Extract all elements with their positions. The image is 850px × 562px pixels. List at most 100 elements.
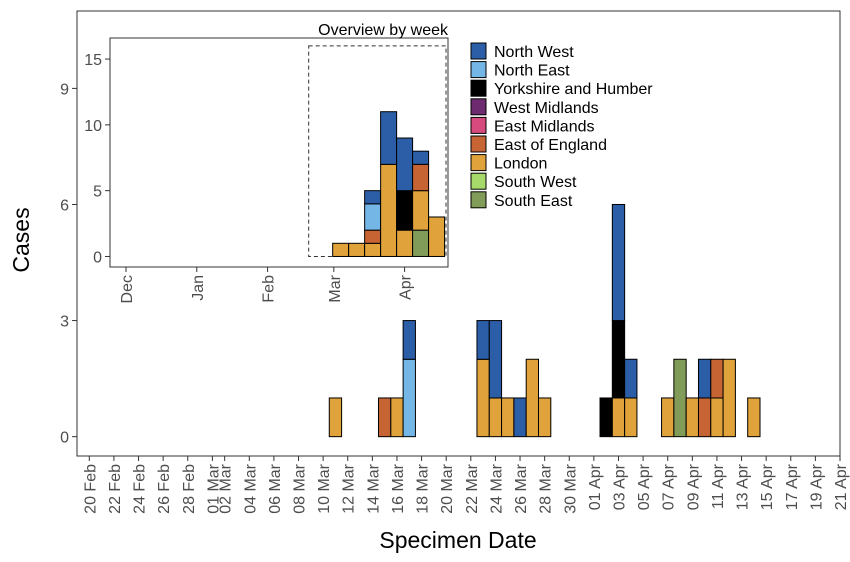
bar-2020-04-03-yorkshire-and-humber bbox=[611, 320, 626, 399]
x-tick-label-2020-02-20: 20 Feb bbox=[82, 464, 99, 514]
week-bar-2020-04-01-london bbox=[396, 229, 414, 257]
week-bar-2020-04-01-north-west bbox=[396, 137, 414, 192]
main-bars bbox=[328, 203, 761, 438]
week-bar-2020-03-18-london bbox=[364, 242, 382, 257]
bar-2020-04-11-east-of-england bbox=[710, 358, 724, 399]
bar-2020-03-26-north-west bbox=[513, 397, 527, 438]
bar-2020-04-14-london bbox=[747, 397, 761, 438]
bar-2020-04-09-london bbox=[685, 397, 699, 438]
x-tick-label-2020-04-05: 05 Apr bbox=[636, 463, 653, 510]
x-tick-label-2020-04-11: 11 Apr bbox=[710, 463, 727, 509]
week-bar-2020-04-01-yorkshire-and-humber bbox=[396, 190, 414, 231]
legend-swatch-yorkshire-and-humber bbox=[470, 79, 487, 97]
x-tick-label-2020-03-24: 24 Mar bbox=[488, 463, 505, 513]
x-tick-label-2020-04-19: 19 Apr bbox=[808, 463, 825, 510]
bar-2020-03-16-london bbox=[390, 397, 404, 438]
week-bar-2020-04-08-south-east bbox=[412, 229, 430, 257]
legend-label-north-east: North East bbox=[494, 63, 570, 80]
bar-2020-03-17-north-west bbox=[402, 320, 416, 360]
legend-swatch-east-of-england bbox=[470, 135, 487, 153]
week-bar-2020-03-11-london bbox=[348, 242, 366, 257]
x-tick-label-2020-03-04: 04 Mar bbox=[242, 463, 259, 513]
x-tick-label-2020-03-10: 10 Mar bbox=[316, 463, 333, 513]
bar-2020-04-04-london bbox=[624, 397, 638, 438]
week-bar-2020-03-18-north-west bbox=[364, 190, 382, 205]
legend-label-west-midlands: West Midlands bbox=[494, 100, 599, 117]
inset-y-tick-label-15: 15 bbox=[84, 52, 102, 69]
week-bar-2020-03-25-london bbox=[380, 163, 398, 257]
x-tick-label-2020-03-30: 30 Mar bbox=[562, 463, 579, 513]
legend-label-east-of-england: East of England bbox=[494, 137, 607, 154]
legend-label-north-west: North West bbox=[494, 44, 574, 61]
inset-y-tick-label-10: 10 bbox=[84, 118, 102, 135]
x-tick-label-2020-03-18: 18 Mar bbox=[415, 463, 432, 513]
x-tick-label-2020-03-06: 06 Mar bbox=[267, 463, 284, 513]
x-tick-label-2020-02-28: 28 Feb bbox=[181, 464, 198, 514]
x-tick-label-2020-04-09: 09 Apr bbox=[685, 463, 702, 510]
x-tick-label-2020-03-28: 28 Mar bbox=[538, 463, 555, 513]
bar-2020-04-07-london bbox=[661, 397, 675, 438]
inset-y-tick-label-5: 5 bbox=[93, 184, 102, 201]
y-tick-label-0: 0 bbox=[60, 430, 69, 447]
week-bar-2020-04-08-london bbox=[412, 190, 430, 231]
inset-x-tick-label-2020-03-01: Mar bbox=[327, 274, 344, 302]
main-y-axis: 0 3 6 9 bbox=[60, 81, 77, 447]
bar-2020-03-11-london bbox=[328, 397, 343, 438]
bar-2020-04-04-north-west bbox=[624, 358, 638, 399]
inset-weekly-overview: Overview by week 0 5 10 15 Dec Jan Feb Mar Apr bbox=[84, 22, 449, 303]
bar-2020-03-28-london bbox=[537, 397, 552, 438]
inset-x-tick-label-2019-12-01: Dec bbox=[119, 275, 136, 303]
x-tick-label-2020-03-26: 26 Mar bbox=[513, 463, 530, 513]
inset-y-tick-label-0: 0 bbox=[93, 249, 102, 266]
legend-swatch-south-east bbox=[470, 191, 487, 209]
inset-y-axis: 0 5 10 15 bbox=[84, 52, 110, 266]
x-tick-label-2020-04-07: 07 Apr bbox=[661, 463, 678, 510]
x-tick-label-2020-03-14: 14 Mar bbox=[365, 463, 382, 513]
y-axis-title: Cases bbox=[8, 207, 34, 272]
inset-bars bbox=[332, 111, 446, 257]
x-tick-label-2020-03-22: 22 Mar bbox=[464, 463, 481, 513]
legend-label-east-midlands: East Midlands bbox=[494, 118, 595, 135]
legend-label-london: London bbox=[494, 156, 547, 173]
y-tick-label-9: 9 bbox=[60, 81, 69, 98]
x-tick-label-2020-04-15: 15 Apr bbox=[759, 463, 776, 510]
y-tick-label-6: 6 bbox=[60, 197, 69, 214]
x-tick-label-2020-04-17: 17 Apr bbox=[784, 463, 801, 510]
legend-swatch-north-east bbox=[470, 61, 487, 79]
bar-2020-04-03-london bbox=[611, 397, 626, 438]
bar-2020-04-10-east-of-england bbox=[697, 397, 712, 438]
x-tick-label-2020-03-02: 02 Mar bbox=[218, 463, 235, 513]
x-tick-label-2020-03-01: 01 Mar bbox=[205, 463, 222, 513]
week-bar-2020-03-25-north-west bbox=[380, 111, 398, 165]
legend-swatch-west-midlands bbox=[470, 98, 487, 116]
inset-x-axis: Dec Jan Feb Mar Apr bbox=[119, 267, 415, 303]
week-bar-2020-03-04-london bbox=[332, 242, 350, 257]
bar-2020-03-24-north-west bbox=[488, 320, 503, 399]
week-bar-2020-04-08-east-of-england bbox=[412, 163, 430, 192]
x-tick-label-2020-04-21: 21 Apr bbox=[833, 463, 850, 510]
x-tick-label-2020-03-08: 08 Mar bbox=[292, 463, 309, 513]
bar-2020-04-08-south-east bbox=[673, 358, 687, 438]
legend-label-south-west: South West bbox=[494, 174, 577, 191]
legend-swatch-south-west bbox=[470, 172, 487, 190]
inset-x-tick-label-2020-01-01: Jan bbox=[190, 275, 207, 301]
legend-swatch-london bbox=[470, 154, 487, 172]
legend-label-yorkshire-and-humber: Yorkshire and Humber bbox=[494, 81, 653, 98]
bar-2020-03-17-north-east bbox=[402, 358, 416, 438]
bar-2020-03-23-london bbox=[476, 358, 490, 438]
week-bar-2020-04-15-london bbox=[428, 216, 446, 257]
x-tick-label-2020-04-01: 01 Apr bbox=[587, 463, 604, 510]
bar-2020-04-02-yorkshire-and-humber bbox=[599, 397, 613, 438]
bar-2020-03-15-east-of-england bbox=[378, 397, 392, 438]
x-tick-label-2020-02-24: 24 Feb bbox=[132, 464, 149, 514]
inset-x-tick-label-2020-04-01: Apr bbox=[398, 274, 415, 300]
x-tick-label-2020-03-12: 12 Mar bbox=[341, 463, 358, 513]
week-bar-2020-03-18-north-east bbox=[364, 203, 382, 231]
bar-2020-04-03-north-west bbox=[611, 203, 626, 322]
x-tick-label-2020-04-13: 13 Apr bbox=[735, 463, 752, 510]
bar-2020-03-24-london bbox=[488, 397, 503, 438]
bar-2020-04-11-london bbox=[710, 397, 724, 438]
